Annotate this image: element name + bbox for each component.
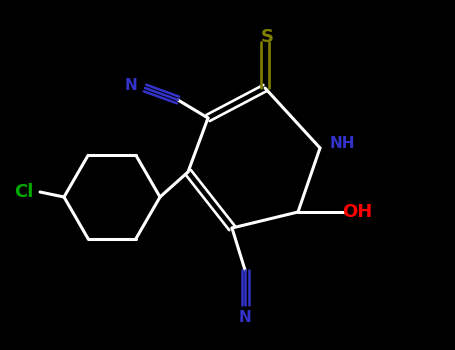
Text: N: N <box>125 78 137 93</box>
Text: NH: NH <box>329 135 355 150</box>
Text: Cl: Cl <box>14 183 34 201</box>
Text: S: S <box>261 28 273 46</box>
Text: OH: OH <box>342 203 372 221</box>
Text: N: N <box>238 309 251 324</box>
